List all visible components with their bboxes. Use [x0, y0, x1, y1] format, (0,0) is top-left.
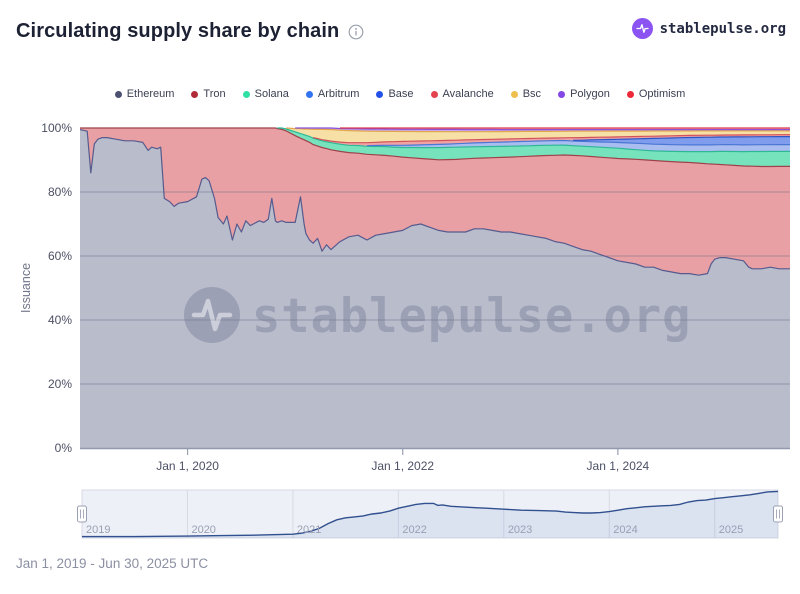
x-tick-label: Jan 1, 2022 — [371, 459, 434, 473]
y-tick-100: 100% — [41, 121, 72, 135]
watermark-pulse-icon — [191, 298, 233, 332]
y-tick-40: 40% — [48, 313, 72, 327]
line-arbitrum — [366, 139, 790, 147]
nav-year-2025: 2025 — [719, 524, 743, 536]
y-tick-20: 20% — [48, 377, 72, 391]
chart-header: Circulating supply share by chain — [16, 20, 364, 43]
legend-dot-bsc — [510, 90, 518, 98]
watermark-text: stablepulse.org — [252, 289, 691, 344]
y-tick-60: 60% — [48, 249, 72, 263]
nav-year-2020: 2020 — [191, 524, 215, 536]
pulse-logo-icon — [631, 18, 653, 39]
x-tick-label: Jan 1, 2024 — [587, 459, 650, 473]
info-icon[interactable] — [348, 24, 364, 40]
legend-item-ethereum[interactable]: Ethereum — [114, 88, 175, 100]
legend-label: Bsc — [522, 88, 542, 100]
legend-item-base[interactable]: Base — [376, 88, 414, 100]
main-chart[interactable]: 0% 20% 40% 60% 80% 100% Jan 1, 2020 Jan 1, 2022… — [0, 110, 800, 485]
navigator-year-labels: 2019 2020 2021 2022 2023 2024 2025 — [86, 524, 743, 536]
y-tick-0: 0% — [55, 441, 73, 455]
navigator[interactable]: 2019 2020 2021 2022 2023 2024 2025 — [0, 483, 800, 545]
legend-item-polygon[interactable]: Polygon — [558, 88, 610, 100]
legend-dot-polygon — [558, 90, 566, 98]
legend-label: Optimism — [638, 88, 686, 100]
navigator-line — [82, 490, 779, 538]
legend-item-avalanche[interactable]: Avalanche — [430, 88, 494, 100]
legend-item-optimism[interactable]: Optimism — [626, 88, 686, 100]
nav-year-2021: 2021 — [297, 524, 321, 536]
legend-dot-ethereum — [114, 90, 122, 98]
nav-year-2023: 2023 — [508, 524, 532, 536]
legend-label: Tron — [203, 88, 226, 100]
page-title: Circulating supply share by chain — [16, 20, 340, 42]
nav-year-2024: 2024 — [613, 524, 637, 536]
brand[interactable]: stablepulse.org — [631, 18, 786, 39]
legend-item-arbitrum[interactable]: Arbitrum — [305, 88, 360, 100]
legend-label: Ethereum — [126, 88, 175, 100]
x-tick-label: Jan 1, 2020 — [156, 459, 219, 473]
x-tick-labels: Jan 1, 2020 Jan 1, 2022 Jan 1, 2024 — [156, 449, 650, 473]
line-solana — [277, 127, 790, 153]
line-tron — [80, 127, 790, 168]
legend-label: Arbitrum — [317, 88, 360, 100]
nav-year-2022: 2022 — [402, 524, 426, 536]
brand-name: stablepulse.org — [659, 20, 786, 37]
legend-dot-arbitrum — [305, 90, 313, 98]
legend-label: Polygon — [570, 88, 610, 100]
watermark: stablepulse.org — [184, 287, 691, 344]
nav-year-2019: 2019 — [86, 524, 110, 536]
area-tron[interactable] — [80, 128, 790, 276]
legend-item-tron[interactable]: Tron — [191, 88, 226, 100]
legend-item-bsc[interactable]: Bsc — [510, 88, 542, 100]
navigator-track[interactable] — [81, 489, 779, 539]
y-tick-80: 80% — [48, 185, 72, 199]
legend-label: Solana — [254, 88, 289, 100]
area-ethereum[interactable] — [80, 129, 790, 448]
series-lines — [79, 127, 790, 276]
legend-dot-tron — [191, 90, 199, 98]
chart-legend: Ethereum Tron Solana Arbitrum Base Avalanche B… — [0, 88, 800, 100]
legend-label: Avalanche — [442, 88, 494, 100]
y-tick-labels: 0% 20% 40% 60% 80% 100% — [41, 121, 72, 455]
line-ethereum — [79, 129, 790, 276]
legend-dot-optimism — [626, 90, 634, 98]
y-axis-title: Issuance — [19, 263, 33, 313]
line-avalanche — [312, 134, 790, 144]
navigator-right-handle[interactable] — [773, 505, 783, 523]
navigator-area — [82, 491, 778, 538]
legend-label: Base — [388, 88, 414, 100]
stacked-areas — [80, 128, 790, 448]
legend-dot-base — [376, 90, 384, 98]
line-bsc — [286, 127, 790, 133]
legend-dot-avalanche — [430, 90, 438, 98]
legend-item-solana[interactable]: Solana — [242, 88, 289, 100]
line-base — [573, 136, 790, 141]
date-range-label: Jan 1, 2019 - Jun 30, 2025 UTC — [16, 556, 209, 571]
navigator-left-handle[interactable] — [77, 505, 87, 523]
legend-dot-solana — [242, 90, 250, 98]
